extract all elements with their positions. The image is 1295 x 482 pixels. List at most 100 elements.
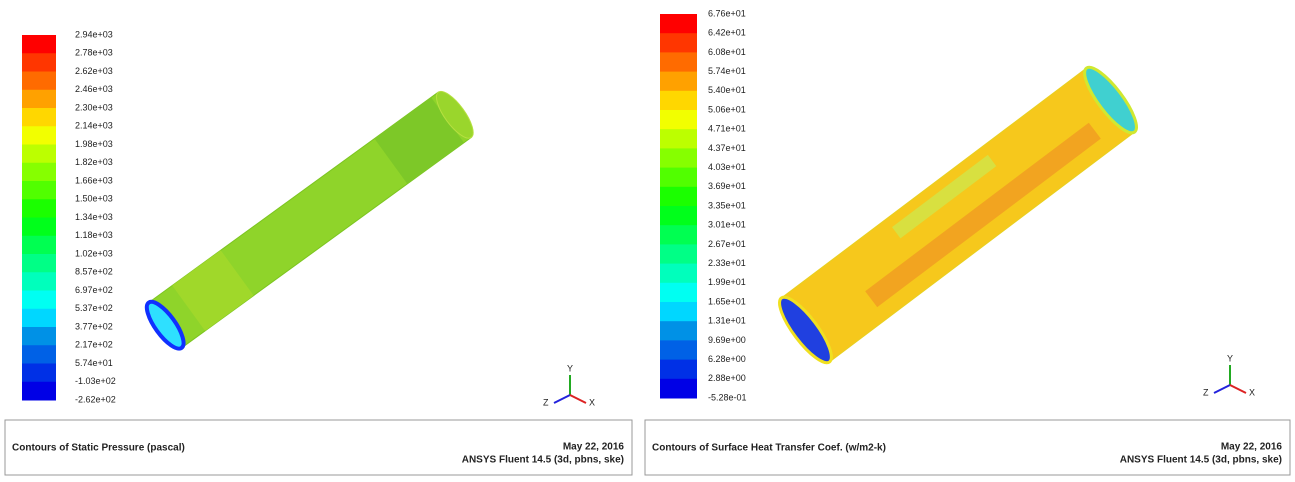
colorbar-label: 2.62e+03	[75, 66, 113, 76]
colorbar-label: 1.31e+01	[708, 316, 746, 326]
axis-x	[570, 395, 586, 403]
colorbar-band	[22, 35, 56, 54]
colorbar-band	[22, 218, 56, 237]
colorbar-label: 3.69e+01	[708, 181, 746, 191]
colorbar-band	[660, 72, 697, 92]
colorbar-band	[22, 126, 56, 145]
colorbar-band	[22, 90, 56, 109]
colorbar-label: 8.57e+02	[75, 267, 113, 277]
colorbar-band	[660, 33, 697, 53]
colorbar-label: 5.06e+01	[708, 104, 746, 114]
plot-software: ANSYS Fluent 14.5 (3d, pbns, ske)	[1120, 455, 1282, 466]
colorbar-band	[660, 52, 697, 72]
heat-transfer-cylinder	[772, 61, 1144, 369]
colorbar-label: -1.03e+02	[75, 376, 116, 386]
plot-date: May 22, 2016	[563, 442, 625, 453]
colorbar-band	[22, 254, 56, 273]
colorbar-label: 6.76e+01	[708, 8, 746, 18]
colorbar-band	[660, 168, 697, 188]
axis-label: Y	[1227, 353, 1233, 363]
colorbar-band	[660, 379, 697, 399]
colorbar-label: -2.62e+02	[75, 394, 116, 404]
colorbar-band	[660, 302, 697, 322]
colorbar-band	[22, 309, 56, 328]
colorbar-band	[660, 14, 697, 34]
axis-z	[554, 395, 570, 403]
colorbar-label: 1.18e+03	[75, 230, 113, 240]
colorbar-label: 4.71e+01	[708, 124, 746, 134]
colorbar-label: 6.97e+02	[75, 285, 113, 295]
colorbar-label: 4.03e+01	[708, 162, 746, 172]
colorbar-band	[22, 163, 56, 182]
colorbar-band	[660, 340, 697, 360]
colorbar-band	[22, 72, 56, 91]
plot-date: May 22, 2016	[1221, 442, 1283, 453]
colorbar-label: 4.37e+01	[708, 143, 746, 153]
colorbar-band	[660, 264, 697, 284]
colorbar-label: 6.28e+00	[708, 354, 746, 364]
colorbar-band	[660, 321, 697, 341]
colorbar-label: 2.33e+01	[708, 258, 746, 268]
colorbar-label: 5.74e+01	[75, 358, 113, 368]
colorbar-label: 2.78e+03	[75, 48, 113, 58]
colorbar-band	[22, 327, 56, 346]
colorbar-label: 2.14e+03	[75, 121, 113, 131]
colorbar-band	[660, 148, 697, 168]
colorbar-band	[22, 236, 56, 255]
axis-label: X	[589, 397, 595, 407]
colorbar-label: 2.88e+00	[708, 373, 746, 383]
axis-label: Z	[1203, 387, 1209, 397]
axis-label: Y	[567, 363, 573, 373]
axis-x	[1230, 385, 1246, 393]
colorbar-label: 9.69e+00	[708, 335, 746, 345]
colorbar-band	[22, 108, 56, 127]
colorbar-band	[660, 110, 697, 130]
colorbar-band	[660, 129, 697, 149]
colorbar-label: 6.42e+01	[708, 28, 746, 38]
colorbar-label: 5.74e+01	[708, 66, 746, 76]
colorbar-band	[660, 206, 697, 226]
colorbar-label: 3.77e+02	[75, 321, 113, 331]
colorbar-label: 3.01e+01	[708, 220, 746, 230]
colorbar-band	[660, 187, 697, 207]
colorbar-label: 1.98e+03	[75, 139, 113, 149]
colorbar-label: 2.67e+01	[708, 239, 746, 249]
colorbar-band	[22, 364, 56, 383]
colorbar-label: 1.34e+03	[75, 212, 113, 222]
colorbar-band	[660, 244, 697, 264]
axis-z	[1214, 385, 1230, 393]
colorbar-label: 1.99e+01	[708, 277, 746, 287]
colorbar-label: 5.40e+01	[708, 85, 746, 95]
colorbar-band	[660, 91, 697, 111]
screenshot: 2.94e+03 2.78e+03 2.62e+03 2.46e+03 2.30e+03…	[0, 0, 1295, 477]
plot-software: ANSYS Fluent 14.5 (3d, pbns, ske)	[462, 455, 624, 466]
colorbar-band	[22, 181, 56, 200]
colorbar-label: 2.46e+03	[75, 84, 113, 94]
colorbar-label: 1.02e+03	[75, 248, 113, 258]
colorbar-label: 1.82e+03	[75, 157, 113, 167]
colorbar-label: 5.37e+02	[75, 303, 113, 313]
pressure-cylinder	[141, 86, 480, 353]
colorbar-band	[22, 345, 56, 364]
colorbar-band	[660, 360, 697, 380]
colorbar-band	[22, 53, 56, 72]
colorbar-label: 2.94e+03	[75, 29, 113, 39]
colorbar-label: 2.30e+03	[75, 102, 113, 112]
colorbar-band	[22, 291, 56, 310]
colorbar-band	[22, 199, 56, 218]
colorbar-label: -5.28e-01	[708, 392, 747, 402]
colorbar-label: 6.08e+01	[708, 47, 746, 57]
colorbar-band	[660, 225, 697, 245]
colorbar-label: 1.65e+01	[708, 296, 746, 306]
colorbar-label: 1.66e+03	[75, 175, 113, 185]
colorbar-label: 2.17e+02	[75, 340, 113, 350]
colorbar-band	[22, 272, 56, 291]
colorbar-band	[22, 382, 56, 401]
colorbar-band	[22, 145, 56, 164]
colorbar-label: 1.50e+03	[75, 194, 113, 204]
plot-title: Contours of Static Pressure (pascal)	[12, 443, 185, 454]
colorbar-band	[660, 283, 697, 303]
plot-title: Contours of Surface Heat Transfer Coef. …	[652, 443, 886, 454]
colorbar-label: 3.35e+01	[708, 200, 746, 210]
axis-label: Z	[543, 397, 549, 407]
